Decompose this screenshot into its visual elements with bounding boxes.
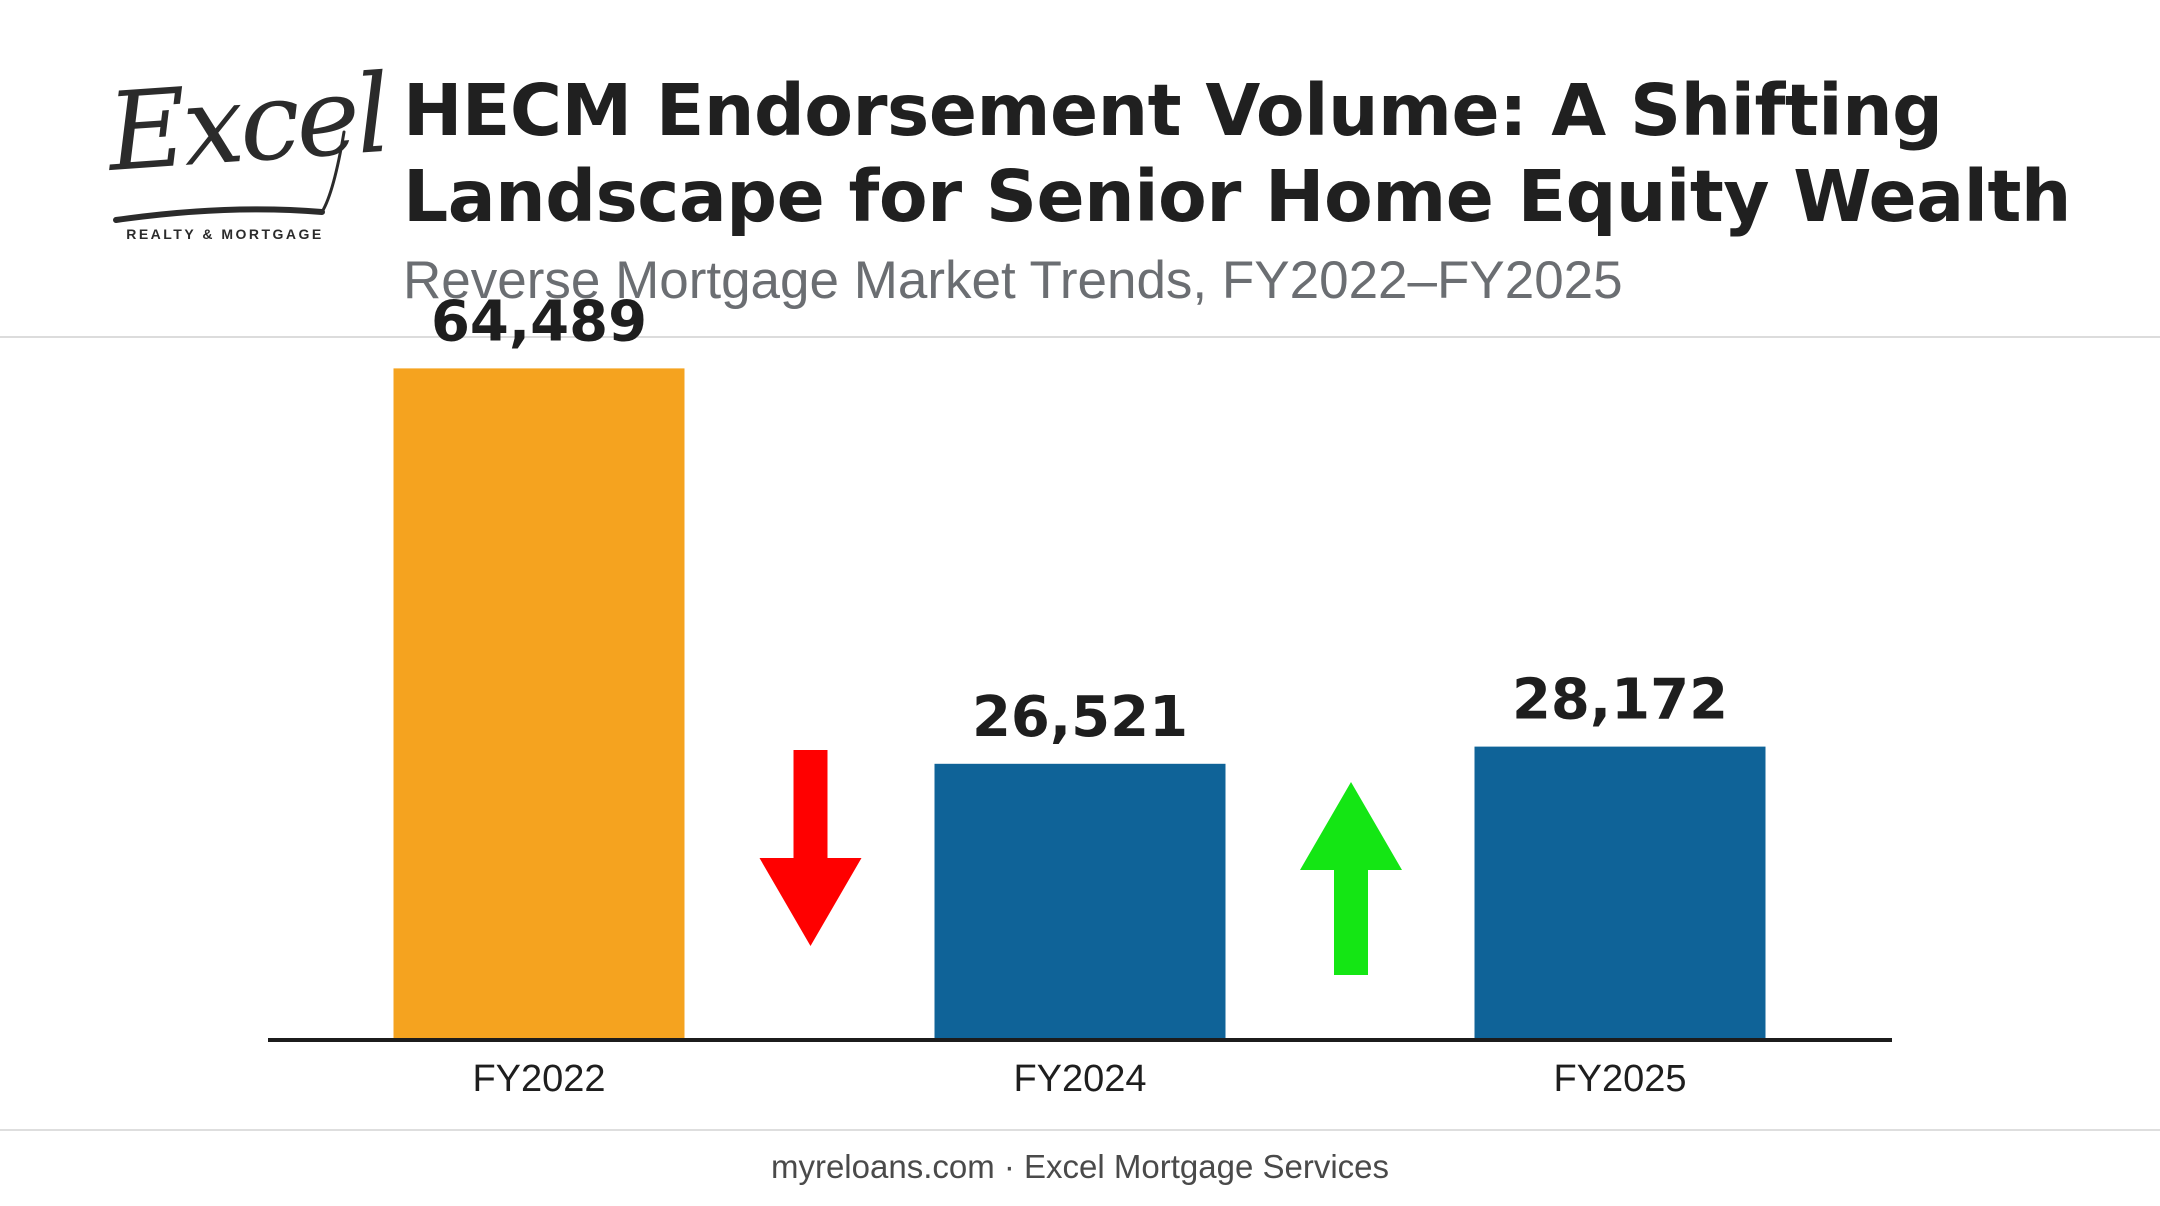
- page-title: HECM Endorsement Volume: A Shifting Land…: [403, 69, 2071, 238]
- company-logo: Excel REALTY & MORTGAGE: [104, 52, 391, 252]
- data-label-fy2024: 26,521: [972, 685, 1188, 750]
- footer-divider: [0, 1129, 2160, 1131]
- header: Excel REALTY & MORTGAGE HECM Endorsement…: [0, 0, 2160, 336]
- x-tick-label-fy2025: FY2025: [1553, 1058, 1686, 1100]
- bar-chart: 64,489 FY2022 26,521 FY2024 28,172 FY2025: [268, 289, 1892, 1100]
- logo-swash: [113, 130, 346, 223]
- page-subtitle: Reverse Mortgage Market Trends, FY2022–F…: [403, 251, 1623, 310]
- x-tick-label-fy2022: FY2022: [472, 1058, 605, 1100]
- logo-tagline: REALTY & MORTGAGE: [126, 226, 324, 242]
- bar-fy2022: [393, 368, 685, 1040]
- data-label-fy2025: 28,172: [1512, 668, 1728, 733]
- bar-fy2024: [934, 763, 1226, 1040]
- footer-separator: ·: [1003, 1148, 1015, 1185]
- bar-fy2025: [1474, 746, 1766, 1040]
- footer: myreloans.com · Excel Mortgage Services: [0, 1148, 2160, 1186]
- data-label-fy2022: 64,489: [431, 289, 647, 354]
- down-arrow-icon: [759, 750, 862, 946]
- footer-site[interactable]: myreloans.com: [770, 1148, 995, 1185]
- x-tick-label-fy2024: FY2024: [1013, 1058, 1146, 1100]
- up-arrow-icon: [1300, 782, 1402, 975]
- header-divider: [0, 336, 2160, 338]
- footer-company: Excel Mortgage Services: [1024, 1148, 1390, 1185]
